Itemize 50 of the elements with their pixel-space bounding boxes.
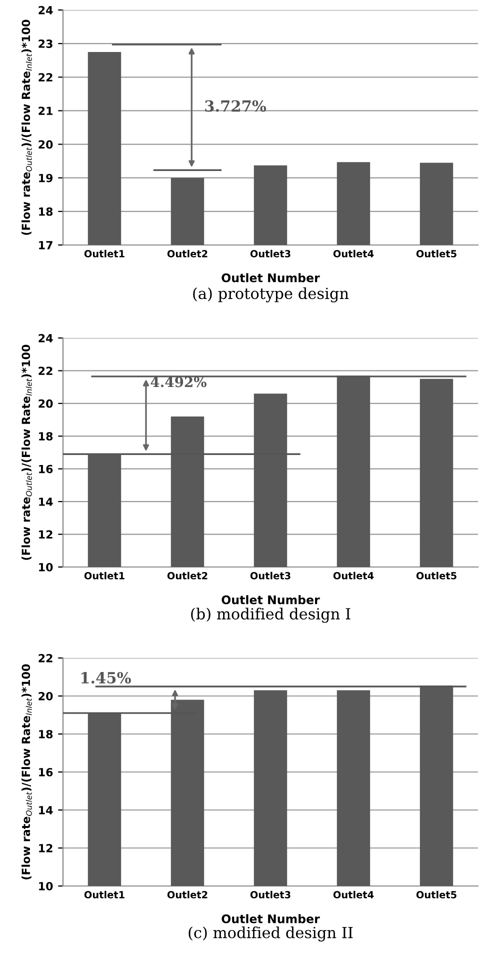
x-tick-label: Outlet2 — [167, 890, 208, 898]
x-axis-title: Outlet Number — [222, 273, 320, 282]
y-tick-label: 10 — [39, 882, 53, 890]
y-tick-label: 10 — [39, 562, 53, 572]
y-tick-label: 24 — [38, 334, 53, 342]
y-tick-label: 22 — [38, 366, 52, 375]
x-tick-label: Outlet4 — [333, 890, 374, 898]
y-tick-label: 22 — [38, 73, 52, 82]
x-tick-label: Outlet3 — [250, 890, 290, 898]
x-tick-label: Outlet5 — [416, 890, 456, 898]
x-axis-title: Outlet Number — [222, 914, 320, 924]
x-tick-label: Outlet1 — [84, 572, 124, 580]
y-axis-title: (Flow rate$_{Outlet}$)/(Flow Rate$_{Inlet}$)*100 — [22, 344, 32, 560]
annotation: 1.45% — [81, 672, 131, 684]
x-tick-label: Outlet1 — [84, 890, 124, 898]
text: (a) prototype design — [193, 287, 349, 302]
y-tick-label: 12 — [39, 530, 52, 539]
y-tick-label: 21 — [38, 106, 53, 115]
x-tick-label: Outlet4 — [333, 572, 374, 580]
y-tick-label: 19 — [39, 174, 53, 182]
y-tick-label: 24 — [38, 6, 53, 14]
annotation: 3.727% — [205, 100, 266, 112]
y-axis-title: (Flow rate$_{Outlet}$)/(Flow Rate$_{Inlet}$)*100 — [22, 664, 32, 880]
text: (c) modified design II — [188, 926, 353, 942]
x-tick-label: Outlet1 — [84, 250, 124, 258]
x-axis-title: Outlet Number — [222, 595, 320, 604]
x-tick-label: Outlet2 — [167, 572, 208, 580]
text: (b) modified design I — [191, 608, 350, 623]
y-axis-title: (Flow rate$_{Outlet}$)/(Flow Rate$_{Inlet}$)*100 — [22, 20, 32, 235]
x-tick-label: Outlet3 — [250, 572, 290, 580]
x-tick-label: Outlet5 — [416, 250, 456, 258]
x-tick-label: Outlet2 — [167, 250, 208, 258]
y-tick-label: 12 — [39, 844, 52, 852]
y-tick-label: 14 — [39, 498, 53, 506]
y-tick-label: 17 — [39, 241, 52, 250]
y-tick-label: 20 — [38, 399, 53, 408]
y-tick-label: 16 — [39, 464, 53, 474]
annotation: 4.492% — [150, 376, 206, 388]
x-tick-label: Outlet3 — [250, 250, 290, 258]
y-tick-label: 18 — [39, 432, 53, 441]
y-tick-label: 20 — [38, 692, 53, 700]
y-tick-label: 14 — [39, 806, 53, 814]
y-tick-label: 16 — [39, 768, 53, 776]
y-tick-label: 23 — [38, 40, 52, 48]
x-tick-label: Outlet4 — [333, 250, 374, 258]
y-tick-label: 20 — [38, 140, 53, 149]
y-tick-label: 18 — [39, 730, 53, 738]
x-tick-label: Outlet5 — [416, 572, 456, 580]
y-tick-label: 18 — [39, 207, 53, 216]
y-tick-label: 22 — [38, 654, 52, 662]
